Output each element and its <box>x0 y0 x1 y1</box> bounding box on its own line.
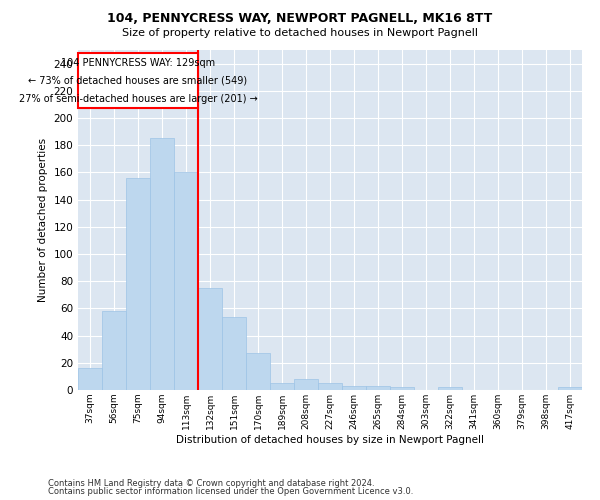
Bar <box>390 388 414 390</box>
Bar <box>558 388 582 390</box>
X-axis label: Distribution of detached houses by size in Newport Pagnell: Distribution of detached houses by size … <box>176 434 484 444</box>
Bar <box>78 52 198 108</box>
Bar <box>222 316 246 390</box>
Text: 27% of semi-detached houses are larger (201) →: 27% of semi-detached houses are larger (… <box>19 94 257 104</box>
Bar <box>78 368 102 390</box>
Bar <box>270 383 294 390</box>
Bar <box>102 311 126 390</box>
Text: 104 PENNYCRESS WAY: 129sqm: 104 PENNYCRESS WAY: 129sqm <box>61 58 215 68</box>
Text: Contains public sector information licensed under the Open Government Licence v3: Contains public sector information licen… <box>48 488 413 496</box>
Bar <box>126 178 150 390</box>
Text: Contains HM Land Registry data © Crown copyright and database right 2024.: Contains HM Land Registry data © Crown c… <box>48 478 374 488</box>
Bar <box>174 172 198 390</box>
Text: ← 73% of detached houses are smaller (549): ← 73% of detached houses are smaller (54… <box>28 76 248 86</box>
Bar <box>318 383 342 390</box>
Bar <box>438 388 462 390</box>
Bar <box>342 386 366 390</box>
Text: Size of property relative to detached houses in Newport Pagnell: Size of property relative to detached ho… <box>122 28 478 38</box>
Text: 104, PENNYCRESS WAY, NEWPORT PAGNELL, MK16 8TT: 104, PENNYCRESS WAY, NEWPORT PAGNELL, MK… <box>107 12 493 26</box>
Bar <box>246 354 270 390</box>
Bar <box>198 288 222 390</box>
Bar <box>294 379 318 390</box>
Y-axis label: Number of detached properties: Number of detached properties <box>38 138 48 302</box>
Bar <box>366 386 390 390</box>
Bar <box>150 138 174 390</box>
